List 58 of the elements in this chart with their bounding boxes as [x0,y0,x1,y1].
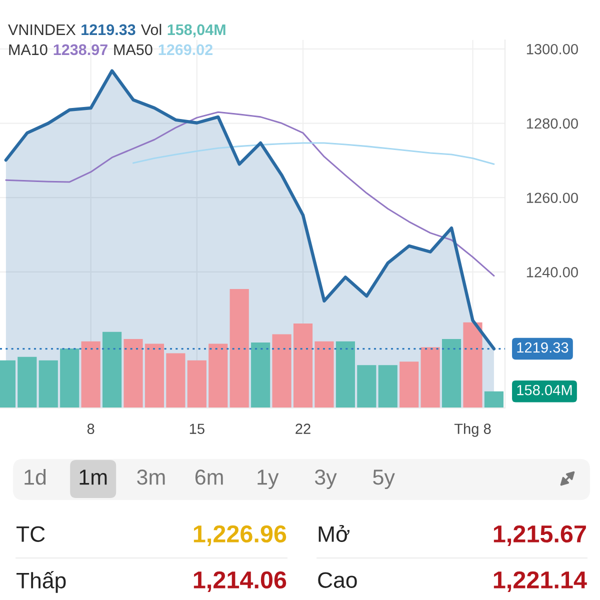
bar [463,322,482,408]
bar [378,365,398,408]
text: 1,215.67 [494,525,586,546]
text: 1y [258,470,279,490]
bar [251,342,270,408]
bar [208,344,228,408]
x-tick-label: Thg 8 [454,423,491,437]
y-tick-label: 1260.00 [526,192,578,204]
text: 1,214.06 [194,571,286,592]
text: VNINDEX [8,24,76,35]
text: Cao [318,572,357,588]
bar [124,338,143,408]
bar [18,356,37,408]
text: 158,04M [168,24,226,38]
x-tick-label: 15 [190,424,204,434]
text: Thấp [16,571,66,593]
bar [230,289,249,408]
text: 1d [24,468,46,485]
text: 1m [80,470,107,485]
bar [314,341,334,408]
x-tick-label: 8 [87,424,94,434]
bar [166,353,186,408]
x-tick-label: 22 [296,424,310,434]
text: Vol [140,24,162,36]
text: 3m [137,470,165,485]
text: 1,221.14 [494,571,587,592]
y-tick-label: 1300.00 [526,44,578,54]
bar [60,348,80,408]
y-tick-label: 1240.00 [526,267,578,278]
bar [38,360,58,408]
bar [420,347,440,408]
bar [357,365,376,408]
line-series [5,111,495,277]
text: 5y [373,470,395,490]
bar [187,360,206,408]
bar [144,344,164,408]
bar [442,338,462,408]
annotation: MA50 [114,44,152,56]
text: 3y [314,470,337,490]
bar [293,324,313,408]
bar [484,391,504,408]
annotation: MA10 [9,44,48,56]
bar [272,334,292,408]
y-tick-label: 1280.00 [526,118,578,129]
bar [102,332,122,408]
text: TC [16,526,45,542]
bar [336,341,355,408]
ref-line-label: 1219.33 [517,342,568,353]
text: 1,226.96 [194,525,286,546]
text: Mở [318,524,350,542]
text: 6m [195,470,223,485]
annotation: 1238.97 [54,44,108,56]
bar [81,341,100,408]
text: 158.04M [517,384,572,396]
text: 1219.33 [82,24,136,36]
annotation: 1269.02 [158,44,212,56]
bar [400,362,419,408]
line-series [132,142,495,165]
